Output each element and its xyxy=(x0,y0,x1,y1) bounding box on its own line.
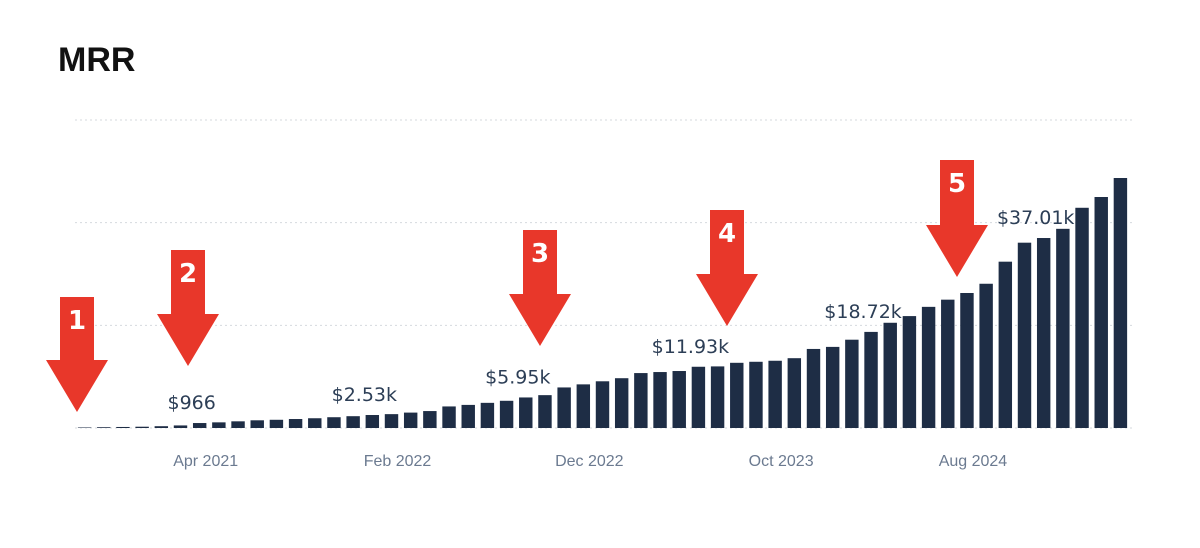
bar xyxy=(902,316,917,428)
bar xyxy=(308,418,322,428)
annotation-arrow xyxy=(696,210,758,326)
annotation-label: 1 xyxy=(68,306,86,336)
bar xyxy=(1075,207,1089,428)
annotation-label: 3 xyxy=(531,239,549,269)
x-tick-label: Oct 2023 xyxy=(749,453,814,470)
bar xyxy=(538,395,552,428)
bar xyxy=(979,283,993,428)
bar xyxy=(672,371,686,428)
bar xyxy=(77,427,92,428)
bar xyxy=(192,423,207,428)
bar xyxy=(921,306,936,428)
x-tick-label: Feb 2022 xyxy=(364,453,432,470)
value-label: $37.01k xyxy=(997,207,1074,229)
bar xyxy=(154,426,169,428)
annotation-arrow xyxy=(157,250,219,366)
bar xyxy=(212,422,226,428)
bar xyxy=(730,362,744,428)
value-label: $2.53k xyxy=(332,384,397,406)
bar xyxy=(787,358,802,428)
bar xyxy=(480,402,495,428)
bar xyxy=(519,397,533,428)
bar xyxy=(384,414,399,428)
chart-title: MRR xyxy=(58,41,135,79)
bar xyxy=(1113,178,1128,428)
annotation-label: 2 xyxy=(179,259,197,289)
bar xyxy=(864,331,878,428)
bar xyxy=(998,261,1013,428)
bar xyxy=(883,322,897,428)
x-tick-label: Aug 2024 xyxy=(939,453,1008,470)
bar xyxy=(365,415,380,428)
annotation-arrow xyxy=(46,297,108,412)
bar xyxy=(1056,228,1070,428)
bar xyxy=(768,360,782,428)
bar xyxy=(634,373,648,428)
bar xyxy=(231,421,245,428)
bar xyxy=(653,372,667,428)
bar xyxy=(1017,242,1032,428)
bar xyxy=(269,419,284,428)
value-label: $966 xyxy=(168,392,216,414)
x-tick-label: Dec 2022 xyxy=(555,453,624,470)
bar xyxy=(346,416,360,428)
bar xyxy=(135,426,149,428)
bar xyxy=(442,406,456,428)
bar xyxy=(1036,238,1051,428)
annotation-arrow xyxy=(926,160,988,277)
bar xyxy=(749,361,763,428)
bar xyxy=(116,426,130,428)
x-tick-label: Apr 2021 xyxy=(173,453,238,470)
bar xyxy=(173,425,188,428)
value-label: $11.93k xyxy=(652,336,729,358)
bar xyxy=(614,378,629,428)
bar xyxy=(806,348,821,428)
value-label: $5.95k xyxy=(485,366,550,388)
bar xyxy=(461,404,475,428)
bar xyxy=(691,366,706,428)
bar xyxy=(327,417,341,428)
annotation-arrow xyxy=(509,230,571,346)
bar xyxy=(97,427,111,428)
bar xyxy=(845,339,859,428)
bar xyxy=(825,346,840,428)
bar xyxy=(710,366,725,428)
bar xyxy=(250,420,264,428)
bar xyxy=(557,387,571,428)
bar xyxy=(960,292,974,428)
bar xyxy=(1094,197,1108,428)
value-label: $18.72k xyxy=(824,301,901,323)
bar xyxy=(595,381,610,428)
bar xyxy=(403,412,418,428)
annotation-label: 5 xyxy=(948,169,966,199)
bar xyxy=(499,400,514,428)
bar xyxy=(576,384,591,428)
bar xyxy=(288,419,303,428)
bar xyxy=(941,299,955,428)
bar xyxy=(423,411,437,428)
annotation-label: 4 xyxy=(718,219,736,249)
